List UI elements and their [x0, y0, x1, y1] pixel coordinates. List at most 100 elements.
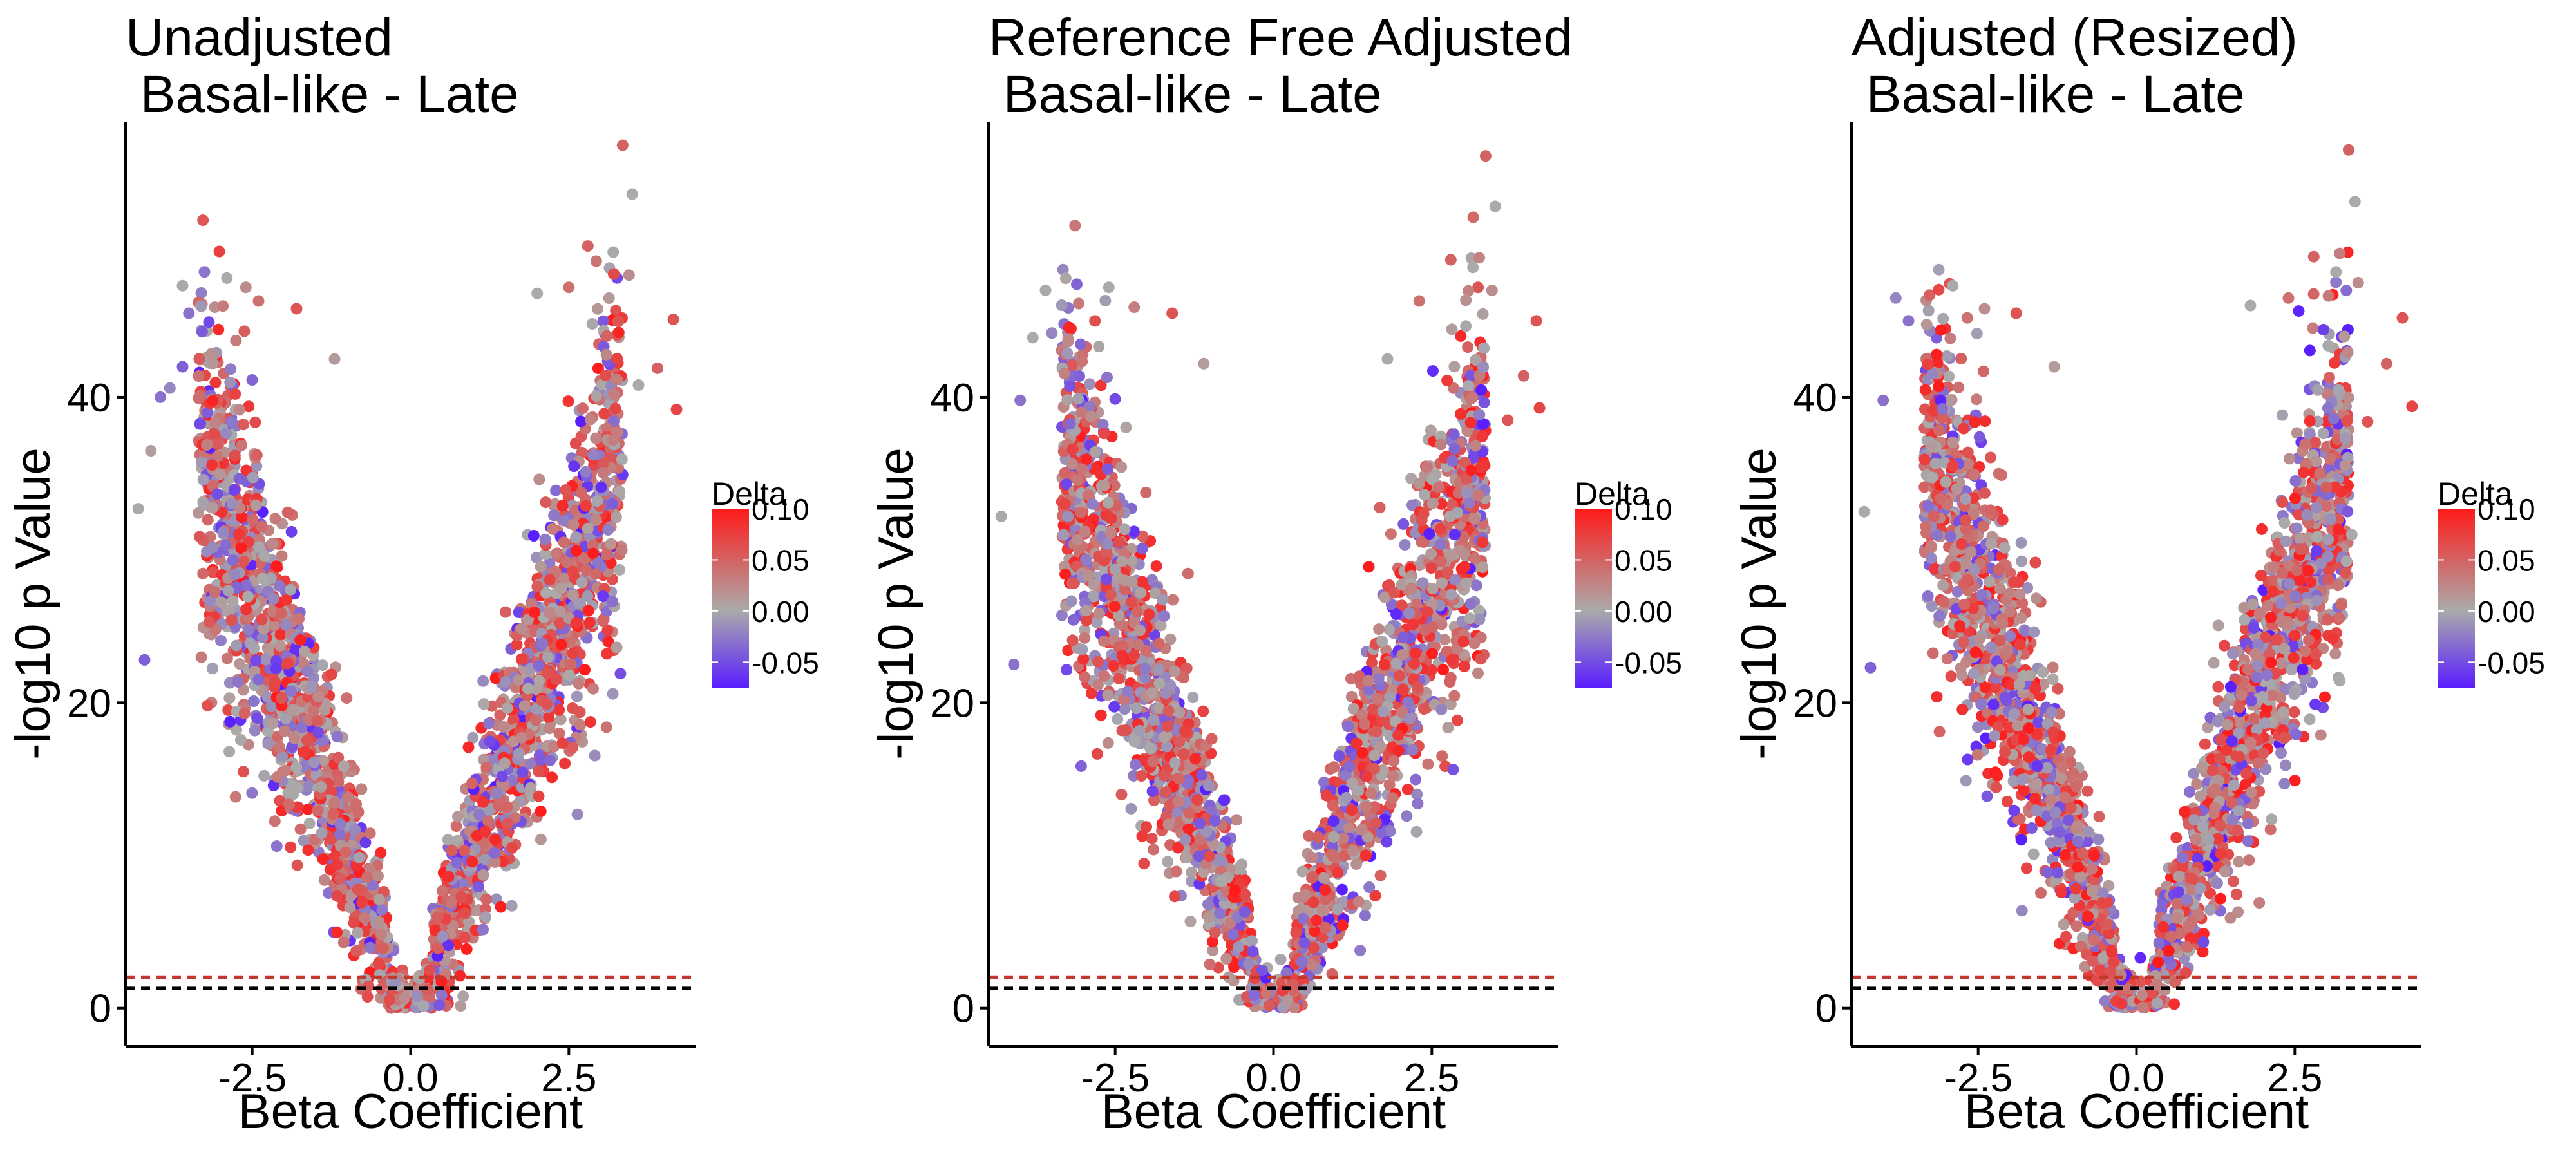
data-point [214, 468, 226, 480]
data-point [202, 514, 214, 526]
data-point [608, 268, 620, 280]
data-point [209, 377, 222, 389]
data-point [1388, 755, 1400, 767]
chart-subtitle: Basal-like - Late [989, 65, 1382, 124]
data-point [281, 506, 294, 518]
data-point [361, 991, 374, 1003]
data-point [603, 292, 615, 304]
data-point [301, 665, 314, 677]
data-point [208, 428, 220, 440]
data-point [511, 639, 523, 651]
chart-subtitle: Basal-like - Late [126, 65, 519, 124]
data-point [218, 526, 229, 538]
data-point [586, 318, 598, 330]
data-point [1455, 330, 1467, 342]
data-point [477, 675, 489, 687]
data-point [525, 758, 536, 770]
data-point [207, 502, 218, 514]
data-point [294, 823, 307, 835]
data-point [612, 326, 625, 339]
data-point [249, 416, 261, 428]
data-point [246, 787, 258, 799]
data-point [491, 787, 503, 800]
data-point [243, 623, 255, 636]
data-point [417, 1000, 430, 1012]
data-point [598, 408, 611, 420]
data-point [247, 695, 260, 707]
data-point [479, 911, 491, 923]
data-point [607, 498, 618, 510]
data-point [331, 731, 343, 743]
data-point [1462, 341, 1474, 353]
data-point [550, 484, 562, 496]
data-point [602, 636, 614, 648]
data-point [528, 607, 540, 619]
data-point [579, 553, 591, 565]
data-point [1477, 561, 1489, 573]
data-point [1147, 755, 1159, 768]
data-point [442, 834, 454, 846]
data-point [246, 374, 258, 386]
data-point [1413, 478, 1425, 490]
data-point [258, 550, 270, 562]
data-point [225, 614, 238, 627]
data-point [570, 545, 582, 557]
data-point [533, 659, 545, 672]
data-point [587, 547, 600, 560]
data-point [1129, 759, 1141, 771]
data-point [533, 766, 545, 778]
data-point [600, 348, 612, 361]
data-point [483, 717, 495, 730]
data-point [531, 287, 544, 299]
data-point [207, 567, 220, 579]
data-point [473, 809, 486, 821]
data-point [1098, 670, 1110, 682]
data-point [197, 473, 209, 485]
data-point [446, 845, 458, 856]
data-point [1098, 635, 1110, 647]
data-point [601, 330, 613, 342]
data-point [600, 370, 612, 381]
data-point [223, 746, 236, 758]
data-point [1061, 347, 1074, 359]
y-tick-label: 20 [67, 681, 111, 726]
data-point [1213, 961, 1224, 974]
data-point [587, 449, 600, 461]
data-point [216, 506, 228, 518]
data-point [209, 417, 221, 429]
data-point [563, 281, 575, 294]
data-point [202, 699, 214, 711]
data-point [611, 641, 623, 654]
data-point [579, 664, 591, 676]
data-point [279, 764, 292, 777]
data-point [608, 388, 620, 400]
data-point [203, 316, 215, 328]
data-point [516, 731, 528, 744]
data-point [269, 815, 281, 827]
data-point [460, 943, 473, 955]
data-point [590, 514, 602, 526]
data-point [376, 903, 388, 916]
data-point [1179, 834, 1191, 846]
data-point [211, 488, 223, 500]
data-point [1468, 637, 1481, 650]
data-point [597, 615, 609, 627]
data-point [213, 323, 225, 335]
data-point [352, 927, 364, 939]
data-point [1108, 660, 1120, 672]
data-point [212, 450, 224, 462]
data-point [1470, 440, 1482, 452]
data-point [1102, 737, 1114, 749]
data-point [1162, 856, 1174, 868]
data-point [590, 390, 602, 402]
data-point [203, 616, 215, 628]
data-point [1214, 907, 1226, 919]
data-point [222, 585, 234, 597]
data-point [1475, 653, 1487, 665]
data-point [513, 748, 525, 759]
data-point [373, 893, 385, 905]
data-point [372, 957, 384, 970]
data-point [1318, 872, 1330, 884]
data-point [318, 874, 330, 886]
data-point [1359, 909, 1371, 921]
